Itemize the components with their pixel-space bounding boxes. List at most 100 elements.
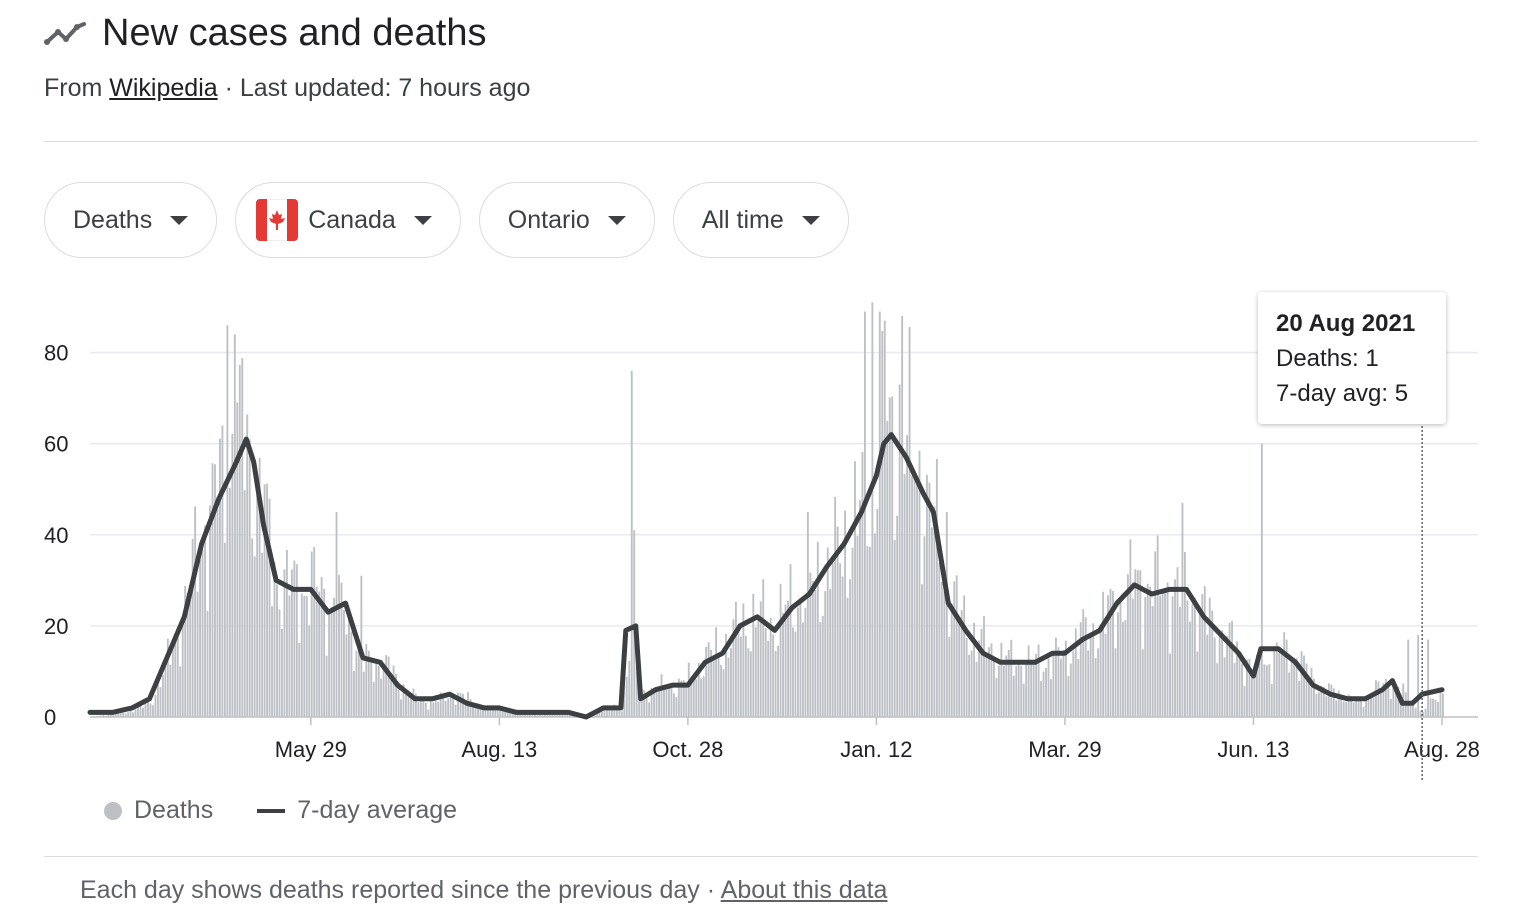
deaths-bar [1005, 655, 1008, 717]
deaths-bar [650, 687, 653, 717]
deaths-bar [186, 592, 189, 717]
deaths-bar [444, 700, 447, 717]
metric-dropdown[interactable]: Deaths [44, 182, 218, 258]
deaths-bar [496, 708, 499, 717]
deaths-bar [119, 711, 122, 717]
deaths-bar [1322, 686, 1325, 717]
deaths-bar [1392, 680, 1395, 717]
deaths-bar [320, 576, 323, 717]
deaths-bar [156, 682, 159, 717]
deaths-chart[interactable]: 0 20 40 60 80 May 29 Aug. 13 Oct. 28 Jan. 12 Mar… [0, 280, 1520, 780]
deaths-bar [1382, 683, 1385, 717]
deaths-bar [494, 705, 497, 717]
deaths-bar [410, 694, 412, 717]
deaths-bar [668, 686, 670, 717]
deaths-bar [878, 311, 881, 717]
deaths-bar [127, 712, 130, 717]
caret-down-icon [801, 215, 820, 225]
deaths-bar [1002, 665, 1005, 717]
deaths-bar [653, 692, 656, 717]
deaths-bar [1389, 698, 1392, 717]
deaths-bar [903, 474, 906, 717]
deaths-bar [439, 692, 442, 717]
deaths-bar [1079, 622, 1082, 717]
deaths-bar [1409, 704, 1412, 717]
deaths-bar [1288, 672, 1291, 717]
deaths-bar [839, 563, 842, 717]
region-dropdown-label: Ontario [507, 205, 590, 234]
deaths-bar [385, 655, 388, 717]
deaths-bar [943, 591, 946, 717]
deaths-bar [717, 656, 720, 717]
deaths-bar [427, 709, 430, 717]
deaths-bar [638, 695, 641, 717]
deaths-bar [955, 575, 958, 717]
deaths-bar [1422, 711, 1425, 717]
deaths-bar [1052, 653, 1055, 717]
deaths-bar [271, 606, 273, 717]
deaths-bar [328, 614, 331, 717]
region-dropdown[interactable]: Ontario [478, 182, 655, 258]
deaths-bar [1275, 642, 1278, 717]
deaths-bar [434, 701, 437, 717]
deaths-bar [256, 494, 259, 717]
deaths-bar [779, 583, 782, 717]
deaths-bar [414, 693, 417, 717]
x-tick-label: Aug. 28 [1404, 737, 1480, 762]
deaths-bar [1278, 647, 1281, 717]
deaths-bar [608, 707, 611, 717]
deaths-bar [1417, 635, 1420, 717]
deaths-bar [774, 650, 777, 717]
deaths-bar [1062, 650, 1065, 717]
deaths-bar [1186, 600, 1189, 717]
deaths-bar [288, 595, 291, 717]
deaths-bar [1196, 651, 1199, 717]
deaths-bar [129, 710, 132, 717]
deaths-bar [169, 664, 172, 717]
deaths-bar [1265, 665, 1268, 717]
deaths-bar [132, 712, 135, 717]
last-updated: · Last updated: 7 hours ago [217, 74, 531, 102]
deaths-bar [1007, 649, 1010, 717]
deaths-bar [382, 669, 385, 717]
deaths-bar [945, 512, 948, 717]
wikipedia-link[interactable]: Wikipedia [109, 74, 218, 102]
deaths-bar [1151, 606, 1154, 717]
deaths-bar [809, 572, 812, 717]
deaths-bar [1141, 649, 1144, 717]
about-this-data-link[interactable]: About this data [720, 876, 888, 904]
deaths-bar [762, 579, 765, 717]
deaths-bar [1223, 657, 1226, 717]
source-prefix: From [44, 74, 110, 102]
deaths-bar [777, 645, 780, 717]
deaths-bar [1253, 668, 1256, 717]
deaths-bar [1372, 697, 1375, 717]
footer-text: Each day shows deaths reported since the… [80, 876, 700, 904]
deaths-bar [873, 533, 876, 717]
country-dropdown[interactable]: Canada [235, 182, 461, 258]
deaths-bar [1188, 621, 1191, 717]
deaths-bar [231, 433, 234, 717]
caret-down-icon [413, 215, 432, 225]
deaths-bar [134, 709, 137, 717]
deaths-bar [1208, 597, 1211, 717]
deaths-bar [801, 622, 804, 717]
deaths-bar [1134, 569, 1137, 717]
deaths-bar [137, 706, 140, 717]
deaths-bar [246, 414, 249, 717]
deaths-bar [1201, 594, 1204, 717]
deaths-bar [643, 690, 646, 717]
time-range-dropdown[interactable]: All time [672, 182, 849, 258]
deaths-bar [965, 637, 968, 717]
deaths-bar [1057, 647, 1060, 717]
deaths-bar [402, 684, 405, 717]
deaths-bar [1169, 653, 1171, 717]
deaths-bar [883, 320, 886, 717]
deaths-bar [665, 689, 668, 717]
deaths-bar [854, 461, 856, 717]
deaths-bar [263, 484, 266, 717]
deaths-bar [784, 604, 787, 717]
deaths-bar [1300, 651, 1303, 717]
deaths-bar [164, 658, 167, 717]
deaths-bar [859, 500, 861, 717]
